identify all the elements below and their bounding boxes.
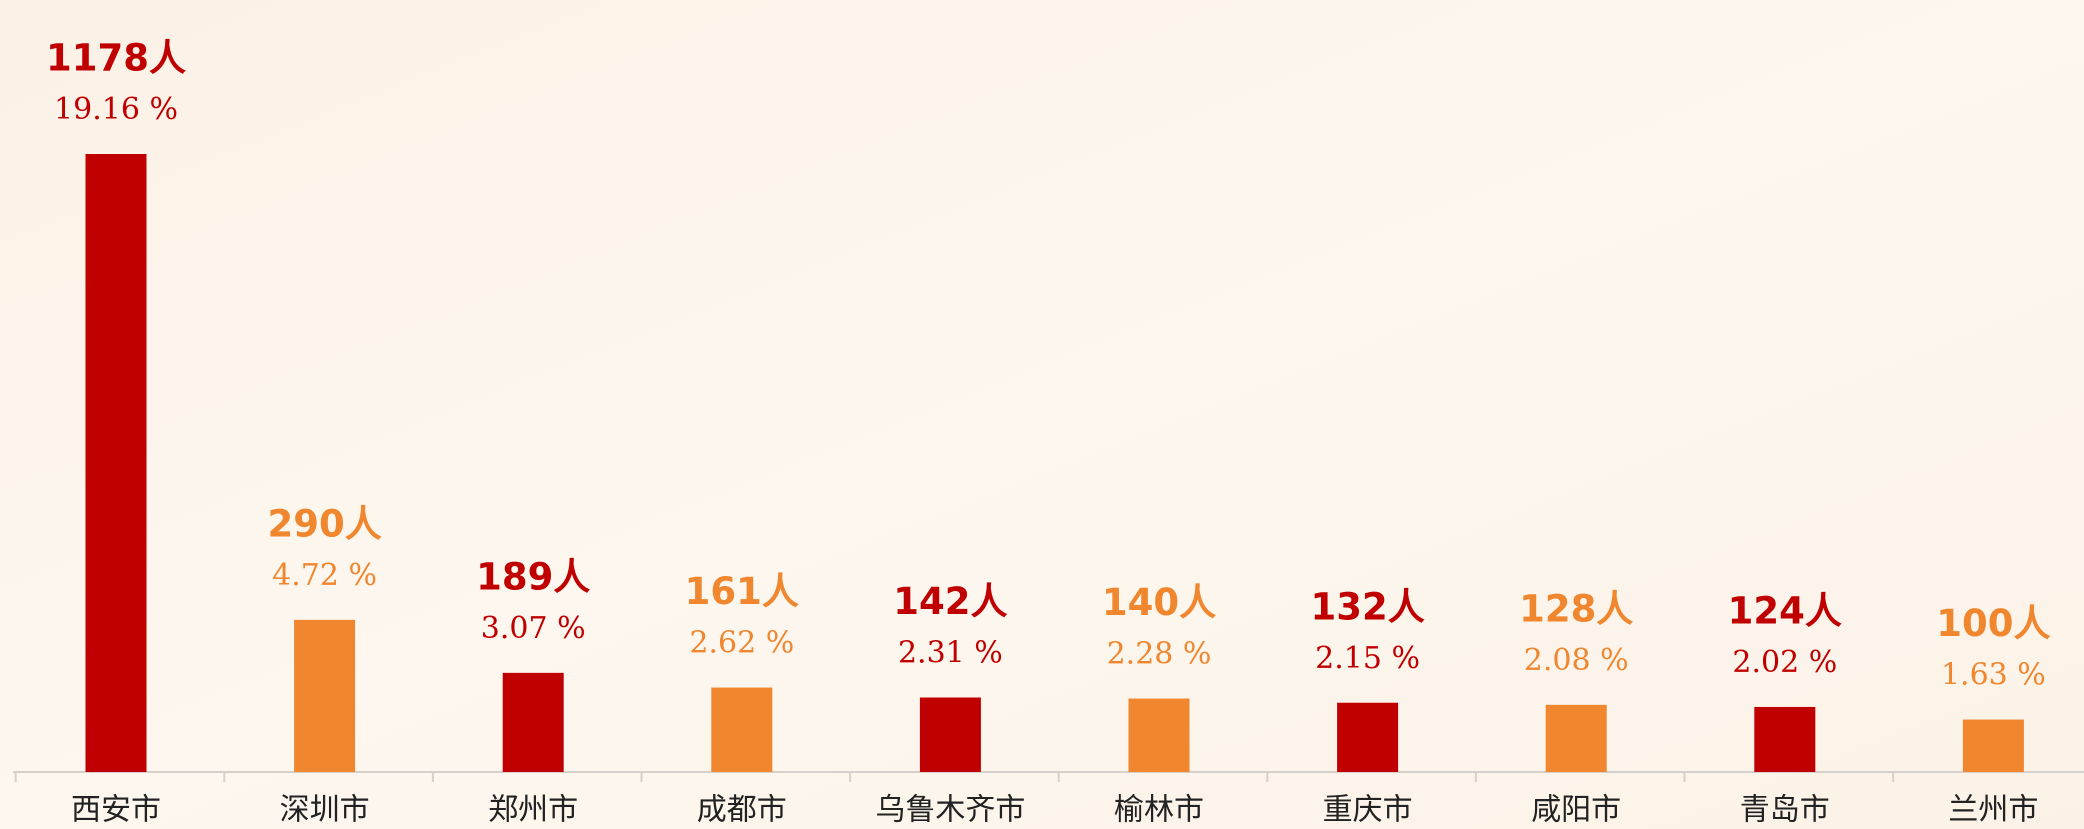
x-tick-label: 重庆市 — [1323, 793, 1413, 828]
share-label: 2.15 % — [1315, 641, 1420, 676]
bar — [1754, 706, 1816, 772]
share-label: 3.07 % — [481, 611, 586, 646]
count-label: 1178人 — [46, 37, 186, 80]
bar — [919, 697, 981, 772]
count-label: 100人 — [1936, 602, 2050, 645]
x-tick-label: 榆林市 — [1114, 793, 1204, 828]
x-tick-label: 青岛市 — [1740, 793, 1830, 828]
share-label: 2.62 % — [689, 626, 794, 661]
share-label: 2.08 % — [1524, 643, 1629, 678]
count-label: 128人 — [1519, 587, 1633, 630]
x-tick-label: 深圳市 — [280, 793, 370, 828]
count-label: 142人 — [893, 580, 1007, 623]
share-label: 2.31 % — [898, 636, 1003, 671]
bar — [1962, 719, 2024, 772]
bar — [502, 672, 564, 772]
x-tick-label: 兰州市 — [1948, 793, 2038, 828]
x-tick-label: 咸阳市 — [1531, 793, 1621, 828]
x-tick-label: 西安市 — [71, 793, 161, 828]
share-label: 2.28 % — [1107, 637, 1212, 672]
share-label: 2.02 % — [1732, 645, 1837, 680]
x-tick-label: 成都市 — [697, 793, 787, 828]
count-label: 161人 — [685, 570, 799, 613]
bar — [1337, 702, 1399, 772]
x-tick-label: 郑州市 — [488, 793, 578, 828]
x-tick-label: 乌鲁木齐市 — [875, 793, 1025, 828]
bar — [1545, 704, 1607, 772]
count-label: 189人 — [476, 555, 590, 598]
bar — [294, 619, 356, 772]
count-label: 132人 — [1310, 585, 1424, 628]
share-label: 1.63 % — [1941, 658, 2046, 693]
count-label: 290人 — [267, 502, 381, 545]
bar — [711, 687, 773, 772]
count-label: 124人 — [1728, 589, 1842, 632]
bar — [1128, 698, 1190, 772]
count-label: 140人 — [1102, 581, 1216, 624]
bar — [85, 154, 147, 772]
share-label: 4.72 % — [272, 558, 377, 593]
share-label: 19.16 % — [54, 92, 178, 127]
